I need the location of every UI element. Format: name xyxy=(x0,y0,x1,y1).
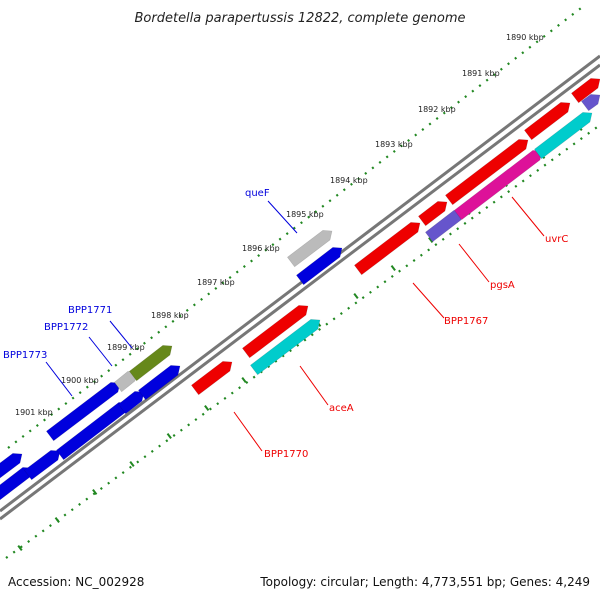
gene-feature-red[interactable] xyxy=(353,222,421,276)
major-tick xyxy=(54,516,60,524)
genome-summary-text: Topology: circular; Length: 4,773,551 bp… xyxy=(259,575,590,589)
scale-label: 1898 kbp xyxy=(151,311,189,320)
gene-feature-blue[interactable] xyxy=(23,450,61,481)
major-tick xyxy=(17,544,23,552)
inner-tick-track xyxy=(5,124,600,559)
major-tick xyxy=(129,461,135,467)
scale-label: 1900 kbp xyxy=(61,376,99,385)
scale-label: 1895 kbp xyxy=(286,210,324,219)
gene-label-pgsA[interactable]: pgsA xyxy=(490,280,515,291)
gene-feature-blue[interactable] xyxy=(117,391,145,415)
gene-feature-red[interactable] xyxy=(241,305,309,359)
gene-feature-red[interactable] xyxy=(444,139,529,206)
scale-label: 1891 kbp xyxy=(462,69,500,78)
scale-label: 1893 kbp xyxy=(375,140,413,149)
accession-text: Accession: NC_002928 xyxy=(8,575,144,589)
gene-labels: queF BPP1771 BPP1772 BPP1773 uvrC pgsA B… xyxy=(3,188,568,460)
major-tick xyxy=(204,405,210,411)
gene-feature-cyan[interactable] xyxy=(249,319,321,376)
scale-label: 1896 kbp xyxy=(242,244,280,253)
major-tick xyxy=(428,237,434,243)
gene-feature-red[interactable] xyxy=(190,361,233,396)
gene-label-queF[interactable]: queF xyxy=(245,188,270,199)
scale-label: 1899 kbp xyxy=(107,343,145,352)
gene-label-BPP1772[interactable]: BPP1772 xyxy=(44,322,88,333)
scale-label: 1901 kbp xyxy=(15,408,53,417)
gene-label-aceA[interactable]: aceA xyxy=(329,403,354,414)
gene-label-uvrC[interactable]: uvrC xyxy=(545,234,568,245)
gene-feature-blue[interactable] xyxy=(0,453,23,482)
gene-feature-red[interactable] xyxy=(417,201,448,227)
major-tick xyxy=(166,433,172,439)
genome-backbone xyxy=(0,54,600,521)
gene-feature-slate[interactable] xyxy=(580,94,600,112)
major-tick xyxy=(353,293,359,299)
major-tick xyxy=(92,489,98,495)
major-tick xyxy=(241,377,247,383)
gene-feature-red[interactable] xyxy=(570,78,600,104)
gene-label-BPP1770[interactable]: BPP1770 xyxy=(264,449,308,460)
scale-label: 1897 kbp xyxy=(197,278,235,287)
scale-label: 1890 kbp xyxy=(506,33,544,42)
gene-feature-gray[interactable] xyxy=(286,230,333,268)
gene-feature-cyan[interactable] xyxy=(533,112,593,160)
gene-feature-olive[interactable] xyxy=(128,345,173,382)
kbp-scale-labels: 1890 kbp 1891 kbp 1892 kbp 1893 kbp 1894… xyxy=(15,33,544,417)
gene-feature-red[interactable] xyxy=(523,102,571,141)
gene-leader-lines xyxy=(45,196,545,452)
scale-label: 1892 kbp xyxy=(418,105,456,114)
gene-label-BPP1767[interactable]: BPP1767 xyxy=(444,316,488,327)
major-tick xyxy=(390,265,396,271)
gene-feature-blue[interactable] xyxy=(137,365,181,401)
map-title: Bordetella parapertussis 12822, complete… xyxy=(135,11,466,26)
scale-label: 1894 kbp xyxy=(330,176,368,185)
gene-label-BPP1773[interactable]: BPP1773 xyxy=(3,350,47,361)
gene-features xyxy=(0,78,600,501)
gene-label-BPP1771[interactable]: BPP1771 xyxy=(68,305,112,316)
gene-feature-blue[interactable] xyxy=(295,247,343,286)
